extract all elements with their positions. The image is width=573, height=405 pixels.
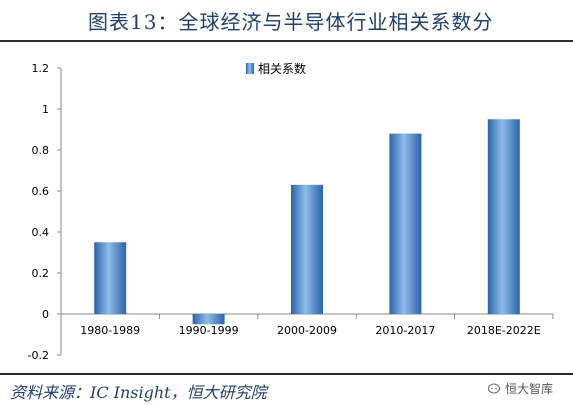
bar: [192, 314, 225, 325]
bar: [291, 184, 323, 314]
bottom-divider: [0, 373, 573, 375]
bar-chart: 相关系数 -0.2 0 0.2 0.4 0.6 0.8 1 1.2 1980-1989 1990…: [28, 61, 554, 362]
y-tick-label: 1.2: [32, 62, 50, 75]
watermark-text: 恒大智库: [505, 382, 554, 396]
y-axis: -0.2 0 0.2 0.4 0.6 0.8 1 1.2: [28, 62, 62, 362]
y-tick-label: 1: [42, 103, 49, 116]
y-tick-label: -0.2: [28, 349, 49, 362]
chat-bubble-icon: [488, 383, 500, 393]
bar: [487, 119, 520, 314]
x-tick-label: 2000-2009: [277, 324, 337, 337]
x-tick-label: 1990-1999: [179, 324, 239, 337]
bar: [94, 242, 127, 314]
legend-label: 相关系数: [258, 61, 306, 76]
y-tick-label: 0.2: [32, 267, 50, 280]
watermark: 恒大智库: [488, 380, 553, 397]
figure-title: 图表13：全球经济与半导体行业相关系数分: [88, 10, 494, 34]
x-tick-label: 1980-1989: [80, 324, 140, 337]
y-tick-label: 0.8: [32, 144, 50, 157]
bar-series: [94, 119, 520, 325]
legend-swatch: [246, 63, 254, 74]
x-tick-label: 2018E-2022E: [467, 324, 541, 337]
chart-legend: 相关系数: [246, 61, 306, 76]
x-axis: 1980-1989 1990-1999 2000-2009 2010-2017 2018…: [60, 313, 554, 337]
y-tick-label: 0: [42, 308, 49, 321]
top-divider: [0, 40, 573, 42]
bar: [389, 133, 422, 314]
y-tick-label: 0.4: [32, 226, 50, 239]
x-tick-label: 2010-2017: [375, 324, 435, 337]
source-note: 资料来源：IC Insight，恒大研究院: [10, 383, 267, 402]
y-tick-label: 0.6: [32, 185, 50, 198]
